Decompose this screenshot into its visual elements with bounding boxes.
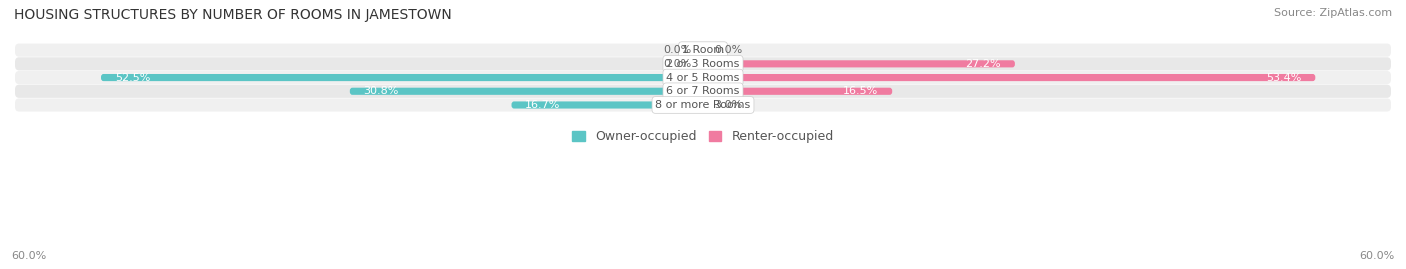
Text: HOUSING STRUCTURES BY NUMBER OF ROOMS IN JAMESTOWN: HOUSING STRUCTURES BY NUMBER OF ROOMS IN… bbox=[14, 8, 451, 22]
Text: 3.0%: 3.0% bbox=[714, 100, 742, 110]
Legend: Owner-occupied, Renter-occupied: Owner-occupied, Renter-occupied bbox=[568, 125, 838, 148]
FancyBboxPatch shape bbox=[15, 71, 1391, 84]
Text: 4 or 5 Rooms: 4 or 5 Rooms bbox=[666, 73, 740, 83]
Text: 0.0%: 0.0% bbox=[664, 59, 692, 69]
FancyBboxPatch shape bbox=[15, 44, 1391, 57]
Text: 27.2%: 27.2% bbox=[966, 59, 1001, 69]
Text: 30.8%: 30.8% bbox=[364, 86, 399, 96]
Text: Source: ZipAtlas.com: Source: ZipAtlas.com bbox=[1274, 8, 1392, 18]
Text: 1 Room: 1 Room bbox=[682, 45, 724, 55]
FancyBboxPatch shape bbox=[15, 57, 1391, 70]
Text: 16.5%: 16.5% bbox=[844, 86, 879, 96]
FancyBboxPatch shape bbox=[15, 85, 1391, 98]
FancyBboxPatch shape bbox=[512, 101, 703, 109]
FancyBboxPatch shape bbox=[350, 88, 703, 95]
Text: 6 or 7 Rooms: 6 or 7 Rooms bbox=[666, 86, 740, 96]
Text: 53.4%: 53.4% bbox=[1267, 73, 1302, 83]
Text: 0.0%: 0.0% bbox=[714, 45, 742, 55]
FancyBboxPatch shape bbox=[703, 60, 1015, 68]
FancyBboxPatch shape bbox=[703, 88, 893, 95]
Text: 8 or more Rooms: 8 or more Rooms bbox=[655, 100, 751, 110]
Text: 0.0%: 0.0% bbox=[664, 45, 692, 55]
FancyBboxPatch shape bbox=[703, 74, 1316, 81]
Text: 60.0%: 60.0% bbox=[11, 251, 46, 261]
FancyBboxPatch shape bbox=[15, 98, 1391, 112]
Text: 52.5%: 52.5% bbox=[115, 73, 150, 83]
Text: 16.7%: 16.7% bbox=[526, 100, 561, 110]
FancyBboxPatch shape bbox=[703, 101, 737, 109]
Text: 60.0%: 60.0% bbox=[1360, 251, 1395, 261]
Text: 2 or 3 Rooms: 2 or 3 Rooms bbox=[666, 59, 740, 69]
FancyBboxPatch shape bbox=[101, 74, 703, 81]
